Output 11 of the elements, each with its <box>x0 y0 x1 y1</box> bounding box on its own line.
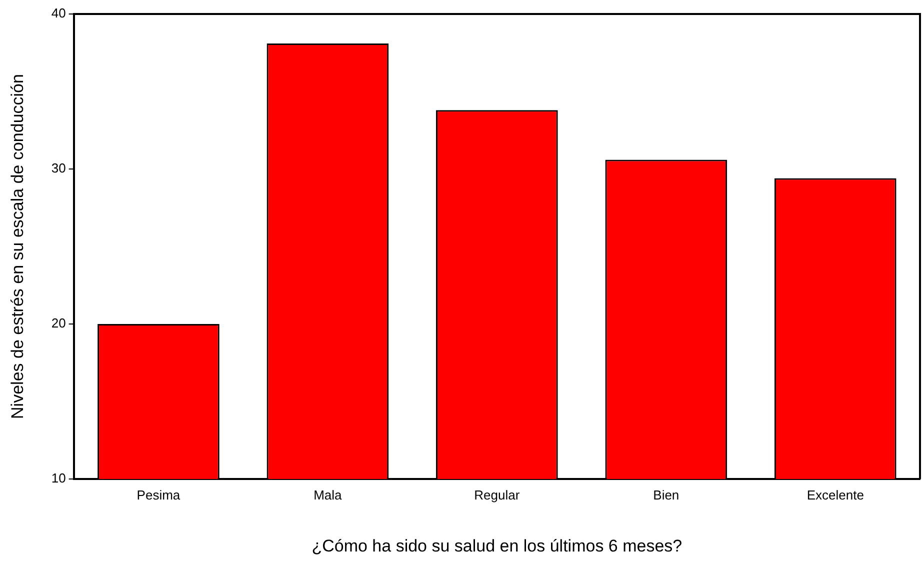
x-tick-label: Bien <box>653 487 680 502</box>
x-tick-label: Mala <box>314 487 343 502</box>
y-tick-label: 40 <box>51 6 66 21</box>
y-axis-title: Niveles de estrés en su escala de conducción <box>8 74 27 419</box>
y-tick-label: 30 <box>51 160 66 176</box>
x-tick-label: Excelente <box>806 487 864 502</box>
x-axis-title: ¿Cómo ha sido su salud en los últimos 6 meses? <box>312 536 682 556</box>
x-tick-label: Regular <box>474 487 520 502</box>
y-tick-label: 20 <box>51 316 66 331</box>
x-tick-label: Pesima <box>136 487 181 502</box>
y-tick-label: 10 <box>51 470 66 486</box>
